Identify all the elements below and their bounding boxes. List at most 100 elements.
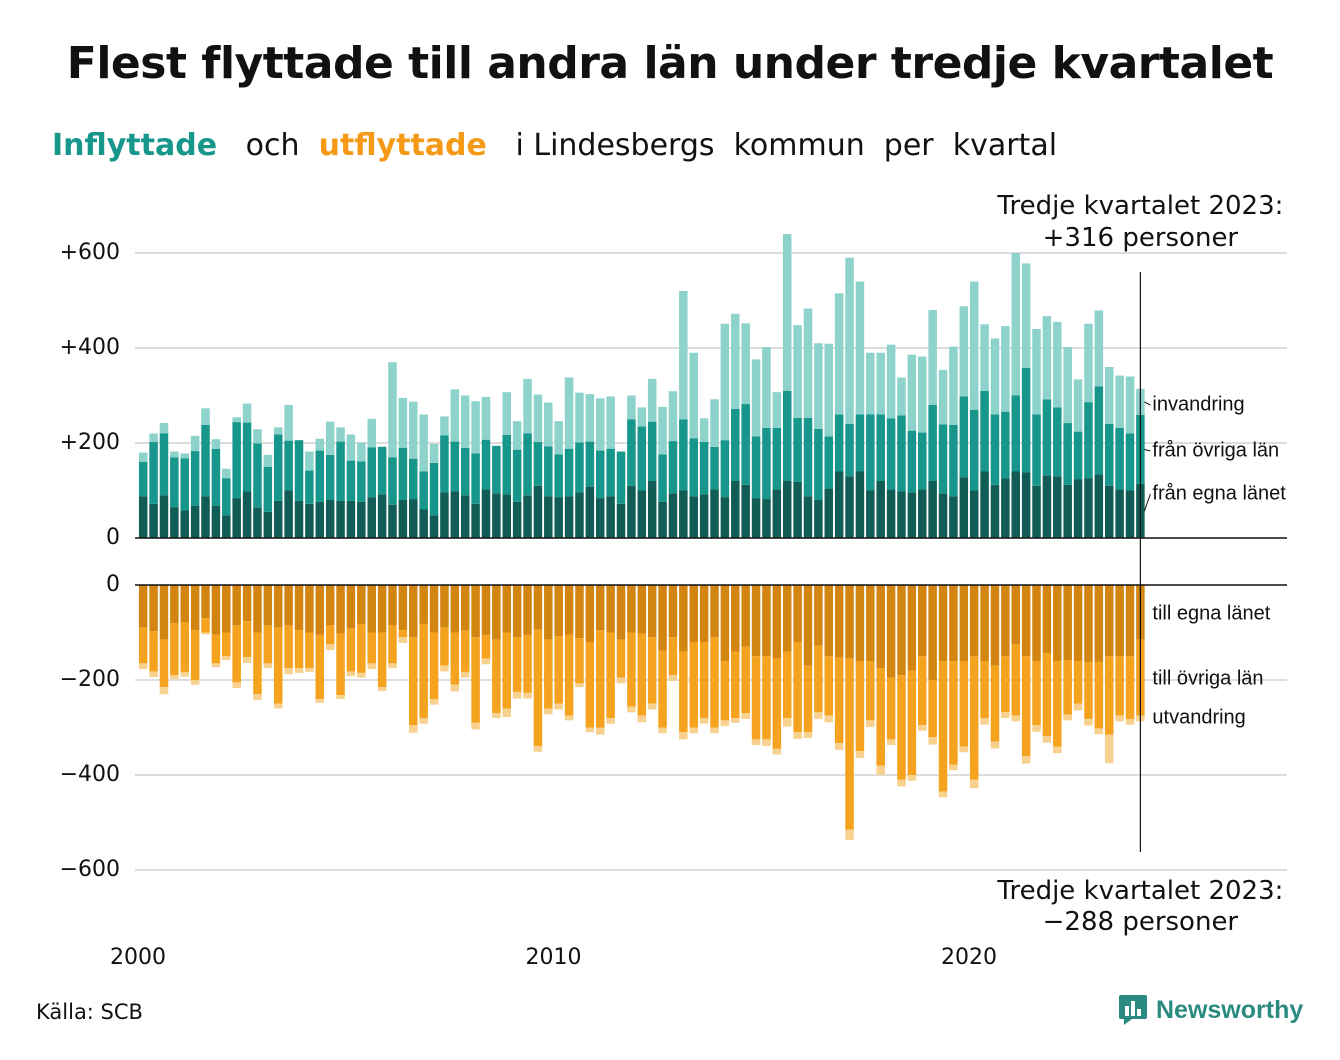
- bar-out-till-egna-lanet: [533, 585, 543, 630]
- bar-in-fran-egna-lanet: [980, 471, 989, 538]
- bar-in-fran-egna-lanet: [606, 496, 615, 538]
- bar-in-fran-ovriga-lan: [627, 419, 636, 486]
- bar-out-till-egna-lanet: [969, 585, 979, 657]
- bar-in-fran-egna-lanet: [409, 499, 418, 538]
- bar-out-till-ovriga-lan: [336, 633, 345, 696]
- bar-out-utvandring: [1125, 718, 1135, 725]
- bar-out-till-ovriga-lan: [928, 680, 937, 737]
- bar-in-fran-ovriga-lan: [409, 458, 418, 500]
- bar-out-till-ovriga-lan: [1094, 661, 1104, 729]
- bar-out-till-egna-lanet: [502, 585, 512, 633]
- bar-out-till-egna-lanet: [1125, 585, 1135, 657]
- bar-in-invandring: [741, 323, 750, 405]
- bar-in-fran-ovriga-lan: [834, 414, 844, 472]
- bar-in-invandring: [325, 421, 335, 455]
- bar-in-fran-ovriga-lan: [1125, 433, 1135, 491]
- bar-in-fran-egna-lanet: [471, 503, 480, 538]
- bar-out-till-egna-lanet: [1001, 585, 1010, 657]
- bar-out-till-egna-lanet: [242, 585, 252, 622]
- bar-in-fran-ovriga-lan: [533, 442, 543, 486]
- bar-out-till-egna-lanet: [1104, 585, 1114, 657]
- y-tick-label-bottom: −200: [60, 667, 120, 692]
- bar-out-till-ovriga-lan: [512, 637, 522, 692]
- bar-out-till-egna-lanet: [222, 585, 231, 633]
- bar-out-till-ovriga-lan: [242, 621, 252, 658]
- bar-in-fran-ovriga-lan: [679, 419, 688, 491]
- bar-out-utvandring: [492, 713, 501, 718]
- bar-out-till-egna-lanet: [544, 585, 553, 640]
- bar-out-utvandring: [782, 718, 792, 727]
- bar-out-utvandring: [1032, 725, 1041, 732]
- bar-in-invandring: [429, 443, 439, 463]
- bar-in-fran-egna-lanet: [201, 496, 210, 538]
- bar-in-fran-ovriga-lan: [502, 434, 512, 495]
- source-note: Källa: SCB: [36, 1000, 143, 1024]
- bar-in-fran-ovriga-lan: [689, 438, 698, 497]
- bar-in-fran-ovriga-lan: [969, 409, 979, 491]
- bar-out-till-egna-lanet: [585, 585, 595, 642]
- bar-out-till-ovriga-lan: [284, 625, 293, 669]
- bar-out-utvandring: [772, 748, 782, 755]
- bar-in-fran-egna-lanet: [897, 491, 906, 538]
- bar-out-till-ovriga-lan: [616, 639, 626, 678]
- bar-out-till-ovriga-lan: [595, 630, 605, 728]
- subtitle-inflyttade: Inflyttade: [52, 128, 218, 163]
- bar-in-fran-egna-lanet: [876, 481, 885, 538]
- bar-in-invandring: [1094, 310, 1104, 387]
- bar-in-fran-egna-lanet: [1104, 485, 1114, 538]
- bar-in-fran-egna-lanet: [824, 488, 834, 538]
- bar-in-invandring: [253, 429, 262, 444]
- bar-in-fran-ovriga-lan: [575, 442, 584, 493]
- annotation-bottom-line2: −288 personer: [1043, 907, 1239, 937]
- bar-out-till-egna-lanet: [273, 585, 283, 628]
- bar-out-till-ovriga-lan: [440, 627, 449, 666]
- bar-in-fran-egna-lanet: [1021, 472, 1031, 538]
- bar-out-till-ovriga-lan: [886, 677, 896, 740]
- bar-in-fran-egna-lanet: [388, 504, 397, 538]
- bar-out-till-ovriga-lan: [824, 656, 834, 716]
- annotation-top-line1: Tredje kvartalet 2023:: [996, 191, 1283, 221]
- bar-in-fran-ovriga-lan: [606, 448, 615, 497]
- bar-out-till-egna-lanet: [710, 585, 719, 638]
- bar-out-utvandring: [1073, 703, 1083, 711]
- bar-in-invandring: [627, 395, 636, 420]
- bar-out-utvandring: [897, 779, 906, 787]
- bar-in-invandring: [689, 352, 698, 439]
- bar-in-fran-egna-lanet: [938, 493, 948, 538]
- bar-out-till-egna-lanet: [450, 585, 460, 633]
- subtitle-och: och: [245, 128, 300, 163]
- bar-out-till-ovriga-lan: [720, 661, 730, 721]
- bar-out-till-egna-lanet: [377, 585, 387, 633]
- bar-out-till-egna-lanet: [315, 585, 325, 635]
- bar-in-fran-egna-lanet: [242, 491, 252, 538]
- bar-in-fran-egna-lanet: [429, 515, 439, 538]
- bar-out-till-egna-lanet: [1021, 585, 1031, 657]
- bar-in-invandring: [440, 416, 449, 436]
- bar-out-till-ovriga-lan: [450, 632, 460, 685]
- bar-out-till-egna-lanet: [762, 585, 771, 657]
- subtitle-rest: i Lindesbergs kommun per kvartal: [515, 128, 1058, 163]
- bar-in-invandring: [1032, 329, 1041, 415]
- bar-out-utvandring: [938, 791, 948, 798]
- bar-out-till-egna-lanet: [741, 585, 750, 647]
- bar-out-utvandring: [866, 720, 875, 728]
- y-tick-label-top: 0: [106, 525, 120, 550]
- bar-in-invandring: [897, 377, 906, 416]
- bar-out-till-egna-lanet: [793, 585, 802, 642]
- bar-in-fran-egna-lanet: [170, 507, 179, 539]
- bar-out-utvandring: [190, 680, 200, 685]
- bar-in-invandring: [201, 408, 210, 425]
- bar-out-till-ovriga-lan: [325, 625, 335, 645]
- bar-out-utvandring: [398, 637, 408, 643]
- bar-in-fran-ovriga-lan: [149, 442, 158, 504]
- bar-out-utvandring: [429, 699, 439, 705]
- bar-in-fran-ovriga-lan: [938, 424, 948, 494]
- bar-out-utvandring: [689, 727, 698, 734]
- x-tick-label: 2020: [941, 945, 997, 970]
- bar-out-till-ovriga-lan: [429, 632, 439, 699]
- bar-out-utvandring: [284, 668, 293, 675]
- bar-in-fran-egna-lanet: [481, 489, 491, 538]
- bar-in-fran-ovriga-lan: [866, 414, 875, 491]
- bar-out-till-egna-lanet: [949, 585, 958, 661]
